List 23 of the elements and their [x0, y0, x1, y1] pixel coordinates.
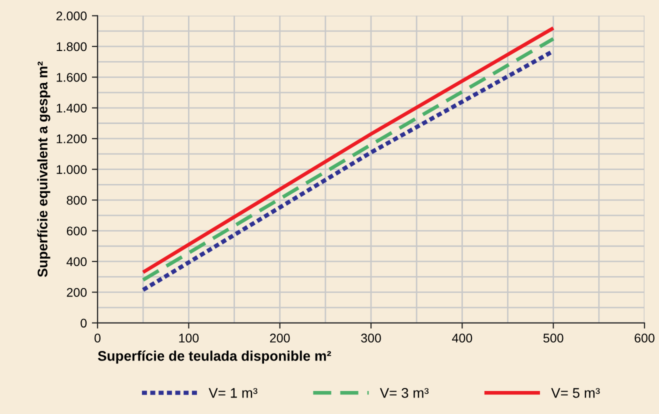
x-tick-label: 0	[94, 334, 101, 343]
x-axis-title: Superfície de teulada disponible m²	[98, 350, 332, 364]
x-tick-label: 500	[543, 334, 564, 343]
y-tick-label: 2.000	[56, 12, 87, 20]
y-tick-label: 1.200	[56, 134, 87, 144]
x-tick-label: 400	[452, 334, 472, 343]
x-tick-label: 200	[270, 334, 290, 343]
y-tick-label: 1.600	[56, 72, 87, 82]
legend-label: V= 3 m³	[380, 388, 429, 398]
y-tick-label: 0	[80, 318, 87, 328]
y-tick-label: 1.800	[56, 42, 87, 52]
y-tick-label: 1.000	[56, 165, 87, 174]
y-tick-label: 400	[66, 257, 87, 266]
legend-label: V= 5 m³	[551, 388, 600, 398]
y-tick-label: 800	[66, 196, 87, 205]
y-tick-label: 600	[66, 226, 87, 236]
x-tick-label: 300	[361, 334, 381, 343]
y-axis-title: Superfície equivalent a gespa m²	[37, 62, 50, 277]
legend-label: V= 1 m³	[208, 388, 258, 398]
y-tick-label: 200	[66, 288, 87, 297]
y-tick-label: 1.400	[56, 104, 87, 113]
x-tick-label: 600	[634, 334, 654, 343]
x-tick-label: 100	[179, 334, 199, 343]
